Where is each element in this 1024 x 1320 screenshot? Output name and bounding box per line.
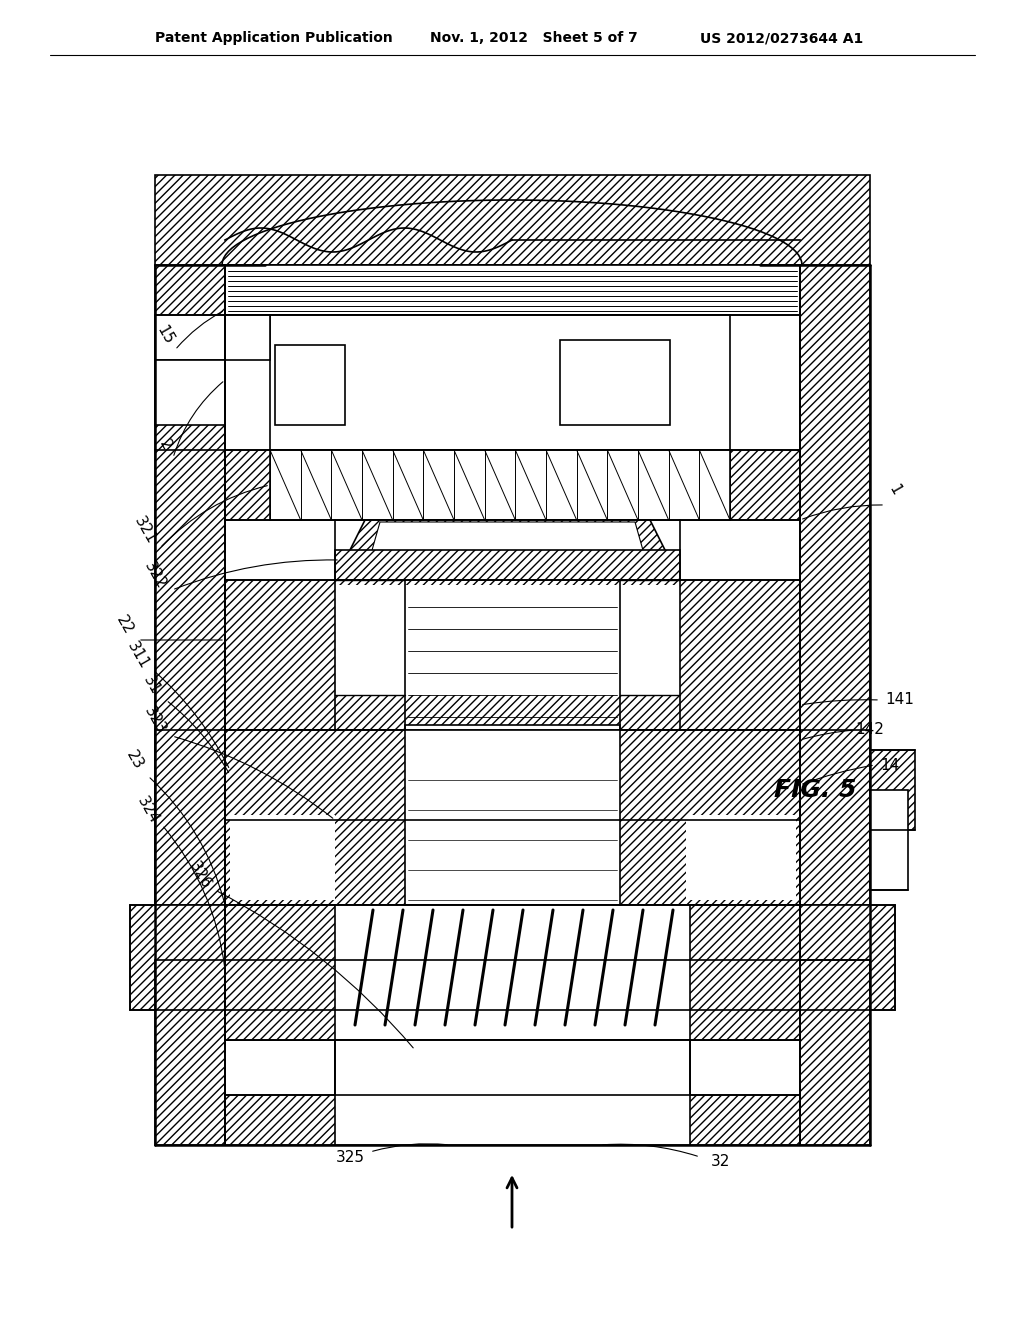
Polygon shape: [225, 906, 335, 1040]
Bar: [335, 1040, 690, 1144]
Bar: [406, 730, 620, 906]
Bar: [225, 730, 335, 820]
Bar: [230, 814, 335, 900]
Text: 142: 142: [856, 722, 885, 738]
Polygon shape: [800, 265, 870, 1144]
Text: 22: 22: [114, 612, 136, 638]
Bar: [155, 360, 225, 425]
Polygon shape: [427, 1040, 597, 1072]
Bar: [870, 789, 908, 890]
Bar: [155, 315, 225, 360]
Polygon shape: [155, 265, 225, 1144]
Text: Patent Application Publication: Patent Application Publication: [155, 30, 393, 45]
Bar: [406, 725, 620, 906]
Polygon shape: [335, 585, 680, 696]
Text: 323: 323: [141, 704, 169, 737]
Polygon shape: [225, 450, 800, 520]
Polygon shape: [335, 550, 680, 585]
Bar: [275, 345, 345, 425]
Bar: [406, 579, 620, 725]
Text: 23: 23: [124, 748, 146, 772]
Text: 31: 31: [140, 673, 164, 697]
Text: 14: 14: [881, 758, 900, 772]
Text: 32: 32: [711, 1155, 730, 1170]
Text: 15: 15: [154, 323, 176, 347]
Bar: [230, 735, 330, 814]
Text: 324: 324: [134, 793, 162, 826]
Text: 325: 325: [336, 1150, 365, 1164]
Text: 2: 2: [156, 437, 174, 453]
Bar: [560, 341, 670, 425]
Text: Nov. 1, 2012   Sheet 5 of 7: Nov. 1, 2012 Sheet 5 of 7: [430, 30, 638, 45]
Text: 311: 311: [124, 639, 152, 672]
Bar: [870, 750, 915, 830]
Bar: [225, 315, 270, 360]
Text: US 2012/0273644 A1: US 2012/0273644 A1: [700, 30, 863, 45]
Text: 326: 326: [186, 858, 214, 891]
Bar: [225, 265, 800, 315]
Text: 1: 1: [886, 482, 904, 498]
Polygon shape: [225, 1040, 800, 1144]
Text: FIG. 5: FIG. 5: [774, 777, 856, 803]
Bar: [270, 315, 730, 450]
Polygon shape: [365, 521, 650, 576]
Polygon shape: [335, 696, 680, 730]
Polygon shape: [225, 579, 800, 730]
Bar: [270, 450, 730, 520]
Text: 322: 322: [141, 558, 169, 591]
Polygon shape: [412, 1040, 612, 1080]
Polygon shape: [800, 730, 870, 906]
Bar: [685, 735, 795, 814]
Text: 321: 321: [131, 513, 159, 546]
Polygon shape: [155, 176, 870, 265]
Text: 141: 141: [886, 693, 914, 708]
Polygon shape: [130, 906, 895, 1010]
Bar: [225, 906, 800, 1040]
Polygon shape: [690, 906, 800, 1040]
Bar: [406, 585, 620, 696]
Bar: [680, 730, 800, 820]
Polygon shape: [155, 730, 225, 906]
Polygon shape: [225, 730, 800, 906]
Bar: [686, 814, 796, 900]
Polygon shape: [335, 520, 680, 579]
